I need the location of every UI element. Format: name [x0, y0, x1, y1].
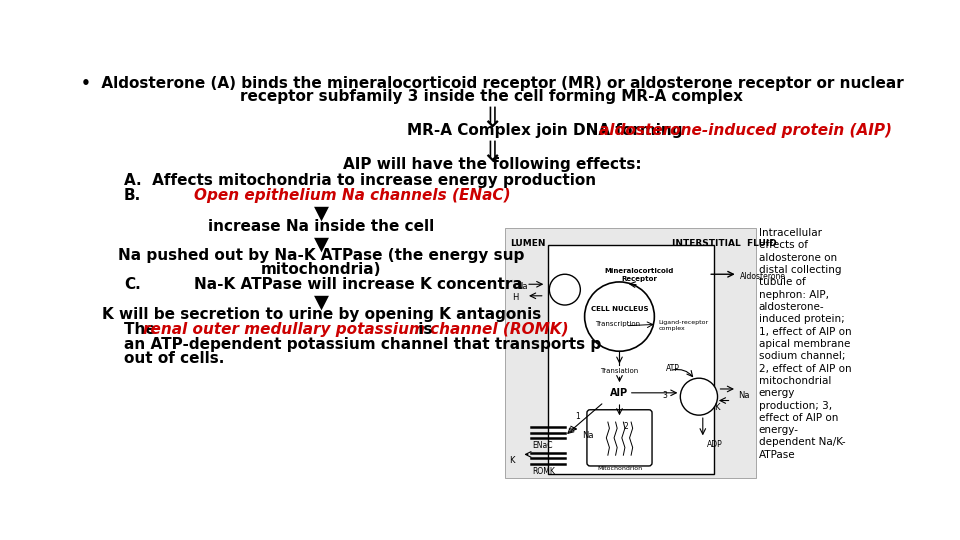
- Text: sodium channel;: sodium channel;: [758, 351, 845, 361]
- Text: aldosterone-induced protein (AIP): aldosterone-induced protein (AIP): [599, 123, 892, 138]
- Text: 1, effect of AIP on: 1, effect of AIP on: [758, 327, 852, 336]
- Text: A.  Affects mitochondria to increase energy production: A. Affects mitochondria to increase ener…: [124, 173, 596, 187]
- Text: 1: 1: [575, 412, 580, 421]
- Text: AIP will have the following effects:: AIP will have the following effects:: [343, 157, 641, 172]
- Circle shape: [585, 282, 655, 351]
- Text: ▼: ▼: [314, 293, 329, 312]
- Text: effects of: effects of: [758, 240, 807, 251]
- Text: ATP: ATP: [666, 364, 680, 373]
- Text: B.: B.: [124, 188, 141, 203]
- Text: Na-K ATPase will increase K concentra: Na-K ATPase will increase K concentra: [194, 278, 522, 292]
- Text: effect of AIP on: effect of AIP on: [758, 413, 838, 423]
- Text: Na pushed out by Na-K ATPase (the energy sup: Na pushed out by Na-K ATPase (the energy…: [118, 248, 525, 263]
- FancyBboxPatch shape: [587, 410, 652, 466]
- Text: ENaC: ENaC: [532, 441, 553, 450]
- Text: INTERSTITIAL  FLUID: INTERSTITIAL FLUID: [672, 239, 777, 248]
- Text: LUMEN: LUMEN: [510, 239, 545, 248]
- Text: 2: 2: [623, 422, 628, 431]
- Text: renal outer medullary potassium channel (ROMK): renal outer medullary potassium channel …: [143, 322, 569, 337]
- Text: Aldosterone: Aldosterone: [740, 272, 786, 281]
- Text: dependent Na/K-: dependent Na/K-: [758, 437, 845, 448]
- Text: increase Na inside the cell: increase Na inside the cell: [208, 219, 435, 234]
- Text: ⇓: ⇓: [480, 139, 504, 167]
- Text: H: H: [512, 294, 518, 302]
- Text: aldosterone-: aldosterone-: [758, 302, 825, 312]
- Text: ▼: ▼: [314, 234, 329, 253]
- Text: •  Aldosterone (A) binds the mineralocorticoid receptor (MR) or aldosterone rece: • Aldosterone (A) binds the mineralocort…: [81, 76, 903, 91]
- Text: K: K: [509, 456, 515, 465]
- Text: K: K: [713, 403, 719, 412]
- Circle shape: [681, 378, 717, 415]
- Text: Ligand-receptor
complex: Ligand-receptor complex: [659, 320, 708, 332]
- Text: C.: C.: [124, 278, 140, 292]
- Text: 3: 3: [662, 390, 667, 400]
- Text: out of cells.: out of cells.: [124, 351, 225, 366]
- Text: K will be secretion to urine by opening K antagonis: K will be secretion to urine by opening …: [102, 307, 541, 322]
- Text: Na: Na: [582, 430, 593, 440]
- Text: an ATP-dependent potassium channel that transports p: an ATP-dependent potassium channel that …: [124, 336, 601, 352]
- Text: mitochondrial: mitochondrial: [758, 376, 831, 386]
- Bar: [548, 245, 714, 475]
- Text: is: is: [413, 322, 432, 337]
- Text: Transcription: Transcription: [595, 321, 640, 327]
- Text: Intracellular: Intracellular: [758, 228, 822, 238]
- Text: Mineralocorticoid
Receptor: Mineralocorticoid Receptor: [604, 268, 674, 281]
- Text: production; 3,: production; 3,: [758, 401, 831, 410]
- Text: Na: Na: [516, 282, 528, 291]
- Text: mitochondria): mitochondria): [261, 262, 382, 277]
- Text: energy: energy: [758, 388, 795, 398]
- Text: Mitochondrion: Mitochondrion: [597, 466, 642, 471]
- Text: ADP: ADP: [707, 440, 723, 449]
- Text: apical membrane: apical membrane: [758, 339, 850, 349]
- Text: ⇓: ⇓: [480, 105, 504, 133]
- Text: receptor subfamily 3 inside the cell forming MR-A complex: receptor subfamily 3 inside the cell for…: [241, 90, 743, 104]
- Text: tubule of: tubule of: [758, 278, 805, 287]
- Text: The: The: [124, 322, 161, 337]
- Circle shape: [549, 274, 581, 305]
- Text: Open epithelium Na channels (ENaC): Open epithelium Na channels (ENaC): [194, 188, 511, 203]
- Text: Translation: Translation: [600, 368, 638, 374]
- Text: energy-: energy-: [758, 425, 799, 435]
- Text: MR-A Complex join DNA forming: MR-A Complex join DNA forming: [407, 123, 687, 138]
- Text: AIP: AIP: [611, 388, 629, 398]
- Text: 2, effect of AIP on: 2, effect of AIP on: [758, 363, 852, 374]
- Text: induced protein;: induced protein;: [758, 314, 845, 325]
- Text: ROMK: ROMK: [532, 467, 555, 476]
- Text: aldosterone on: aldosterone on: [758, 253, 837, 262]
- Text: Na: Na: [738, 390, 750, 400]
- Bar: [505, 228, 756, 478]
- Text: distal collecting: distal collecting: [758, 265, 841, 275]
- Text: CELL NUCLEUS: CELL NUCLEUS: [590, 306, 648, 312]
- Text: ATPase: ATPase: [758, 450, 795, 460]
- Text: ▼: ▼: [314, 204, 329, 222]
- Text: nephron: AIP,: nephron: AIP,: [758, 289, 828, 300]
